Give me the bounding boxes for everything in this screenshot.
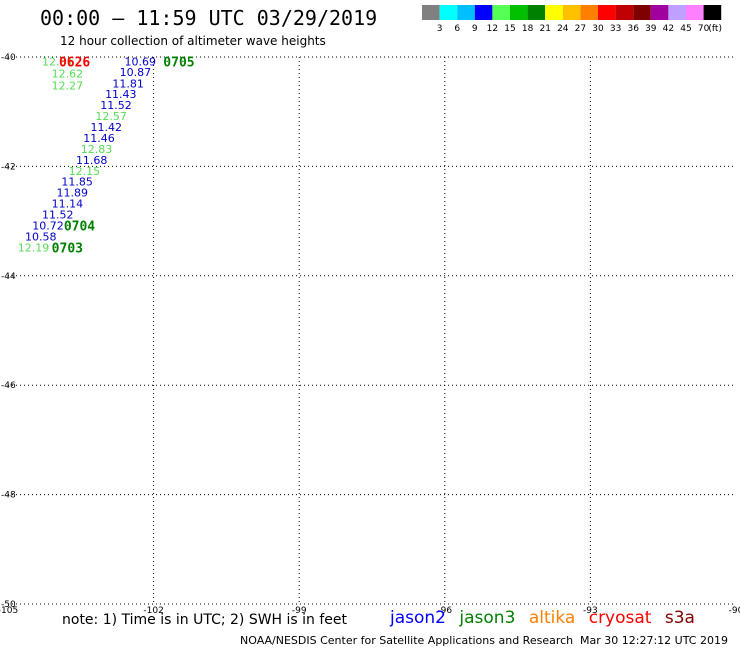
longitude-tick-label: -99 [292, 606, 307, 616]
swh-measurement: 11.46 [83, 132, 115, 145]
legend-swatch [474, 5, 493, 20]
satellite-altika: altika [528, 608, 576, 628]
footer-note: note: 1) Time is in UTC; 2) SWH is in fe… [62, 612, 348, 628]
credit-line: NOAA/NESDIS Center for Satellite Applica… [240, 634, 574, 647]
satellite-cryosat: cryosat [588, 608, 652, 628]
page-subtitle: 12 hour collection of altimeter wave hei… [60, 34, 326, 48]
latitude-tick-label: -48 [1, 491, 16, 501]
legend-label: 39 [645, 24, 657, 34]
legend-label: 24 [557, 24, 569, 34]
swh-measurement: 12.83 [81, 143, 113, 156]
legend-unit: (ft) [708, 24, 722, 34]
latitude-tick-label: -40 [1, 53, 16, 63]
swh-measurement: 10.69 [124, 55, 156, 68]
legend-swatch [686, 5, 704, 20]
latitude-tick-label: -44 [1, 272, 16, 282]
legend-label: 9 [472, 24, 478, 34]
legend-swatch [703, 5, 722, 20]
legend-label: 33 [610, 24, 621, 34]
legend-label: 30 [592, 24, 604, 34]
satellite-legend: jason2 jason3 altika cryosat s3a [390, 608, 703, 628]
swh-measurement: 11.43 [105, 88, 137, 101]
swh-measurement: 11.52 [100, 99, 132, 112]
swh-measurement: 12.62 [52, 67, 84, 80]
legend-swatch [439, 5, 458, 20]
latitude-tick-label: -46 [1, 381, 16, 391]
longitude-tick-label: -90 [729, 606, 740, 616]
swh-measurement: 12.27 [52, 79, 84, 92]
swh-measurement: 12.61 [42, 55, 73, 68]
pass-time-label: 0626 [59, 55, 90, 70]
satellite-s3a: s3a [664, 608, 695, 628]
pass-time-label: 0705 [163, 55, 194, 70]
longitude-tick-label: -93 [583, 606, 598, 616]
latitude-tick-label: -42 [1, 162, 16, 172]
swh-measurement: 11.42 [91, 121, 123, 134]
legend-swatch [422, 5, 440, 20]
latitude-tick-label: -50 [1, 600, 16, 610]
page-title: 00:00 – 11:59 UTC 03/29/2019 [40, 6, 378, 30]
swh-measurement: 10.72 [32, 219, 64, 232]
legend-label: 42 [663, 24, 674, 34]
longitude-tick-label: -96 [437, 606, 452, 616]
swh-measurement: 12.15 [69, 165, 101, 178]
longitude-tick-label: -102 [143, 606, 163, 616]
legend-label: 21 [539, 24, 550, 34]
legend-label: 15 [504, 24, 515, 34]
swh-measurement: 11.85 [61, 176, 93, 189]
legend-swatch [562, 5, 581, 20]
legend-swatch [492, 5, 510, 20]
legend-label: 6 [454, 24, 460, 34]
legend-label: 12 [487, 24, 498, 34]
swh-measurement: 10.87 [120, 66, 152, 79]
legend-label: 36 [627, 24, 639, 34]
satellite-jason3: jason3 [459, 608, 516, 628]
legend-label: 3 [437, 24, 443, 34]
satellite-jason2: jason2 [390, 608, 446, 628]
swh-measurement: 11.14 [52, 198, 84, 211]
swh-measurement: 10.58 [25, 230, 56, 243]
legend-swatch [510, 5, 528, 20]
legend-swatch [668, 5, 686, 20]
legend-swatch [457, 5, 475, 20]
legend-swatch [580, 5, 598, 20]
legend-label: 70 [698, 24, 710, 34]
legend-swatch [650, 5, 669, 20]
legend-label: 27 [575, 24, 586, 34]
legend-swatch [615, 5, 634, 20]
pass-time-label: 0703 [52, 241, 83, 256]
legend-label: 45 [680, 24, 691, 34]
pass-time-label: 0704 [64, 219, 95, 234]
legend-swatch [598, 5, 616, 20]
legend-label: 18 [522, 24, 534, 34]
swh-measurement: 11.68 [76, 154, 108, 167]
swh-measurement: 12.57 [95, 110, 127, 123]
longitude-tick-label: -105 [0, 606, 18, 616]
generated-timestamp: Mar 30 12:27:12 UTC 2019 [580, 634, 728, 647]
swh-measurement: 11.81 [112, 77, 144, 90]
swh-measurement: 12.19 [18, 241, 49, 254]
legend-swatch [545, 5, 563, 20]
legend-swatch [633, 5, 651, 20]
swh-measurement: 11.89 [57, 187, 89, 200]
swh-measurement: 11.52 [42, 209, 73, 222]
legend-swatch [527, 5, 546, 20]
